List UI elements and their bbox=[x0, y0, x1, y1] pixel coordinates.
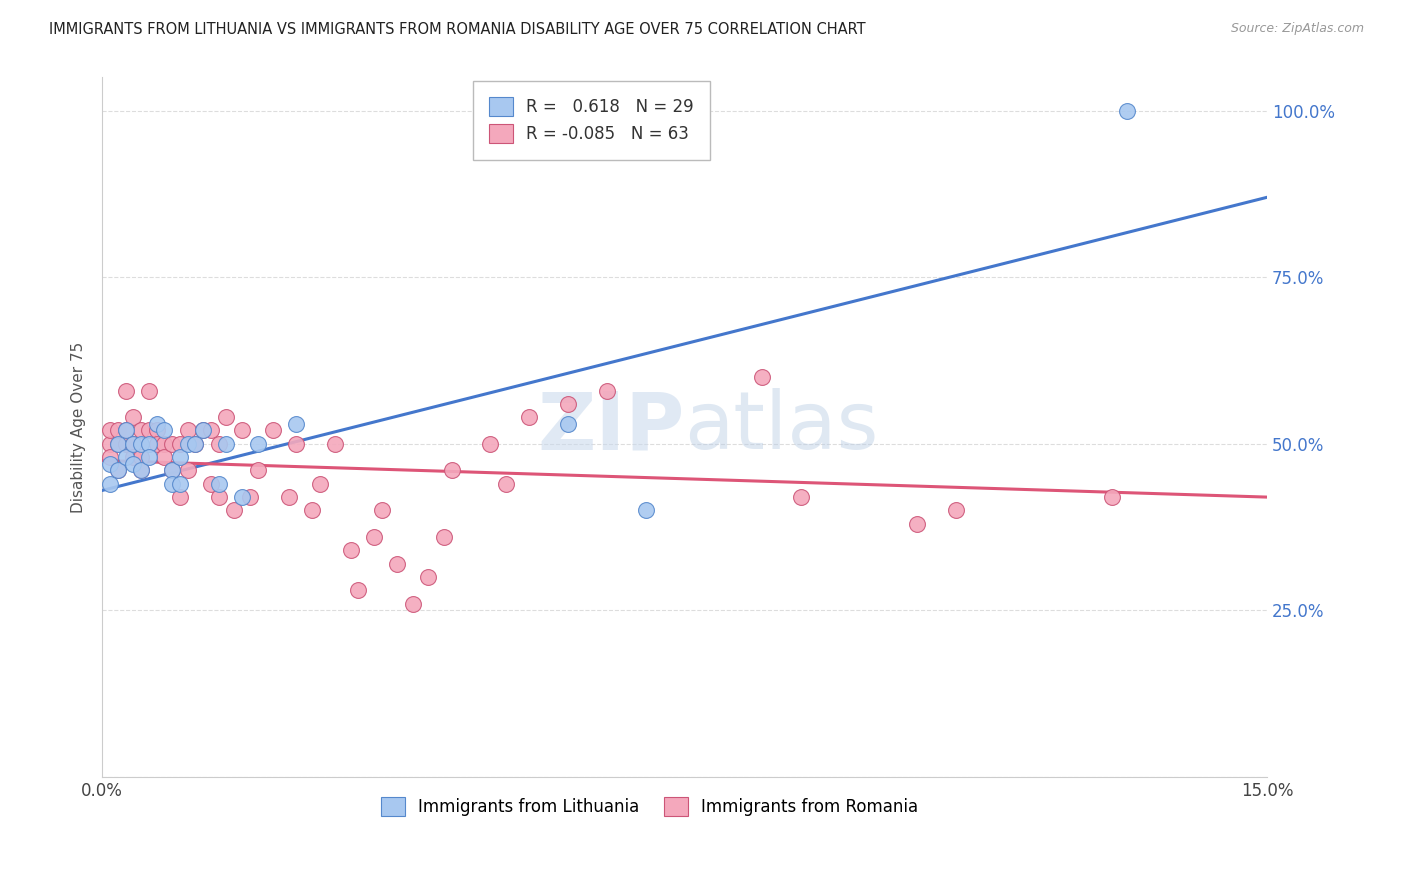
Point bbox=[246, 437, 269, 451]
Point bbox=[122, 437, 145, 451]
Point bbox=[114, 437, 136, 451]
Point bbox=[440, 463, 463, 477]
Point bbox=[387, 557, 409, 571]
Point bbox=[208, 476, 231, 491]
Point bbox=[160, 463, 183, 477]
Text: atlas: atlas bbox=[685, 388, 879, 467]
Point bbox=[239, 490, 262, 504]
Point bbox=[169, 490, 191, 504]
Point bbox=[557, 417, 579, 431]
Point bbox=[129, 450, 152, 464]
Point bbox=[98, 476, 121, 491]
Point bbox=[208, 490, 231, 504]
Y-axis label: Disability Age Over 75: Disability Age Over 75 bbox=[72, 342, 86, 513]
Text: IMMIGRANTS FROM LITHUANIA VS IMMIGRANTS FROM ROMANIA DISABILITY AGE OVER 75 CORR: IMMIGRANTS FROM LITHUANIA VS IMMIGRANTS … bbox=[49, 22, 866, 37]
Point bbox=[347, 583, 370, 598]
Text: ZIP: ZIP bbox=[537, 388, 685, 467]
Point bbox=[98, 450, 121, 464]
Point bbox=[371, 503, 394, 517]
Point bbox=[184, 437, 207, 451]
Point bbox=[308, 476, 330, 491]
Point bbox=[122, 410, 145, 425]
Point bbox=[224, 503, 246, 517]
Point bbox=[160, 463, 183, 477]
Point bbox=[285, 437, 308, 451]
Point bbox=[596, 384, 619, 398]
Point bbox=[114, 424, 136, 438]
Point bbox=[153, 437, 176, 451]
Point bbox=[231, 424, 253, 438]
Point bbox=[160, 476, 183, 491]
Point bbox=[790, 490, 813, 504]
Point bbox=[129, 437, 152, 451]
Point bbox=[231, 490, 253, 504]
Point bbox=[114, 384, 136, 398]
Point bbox=[402, 597, 425, 611]
Point bbox=[169, 437, 191, 451]
Point bbox=[191, 424, 214, 438]
Point bbox=[184, 437, 207, 451]
Point bbox=[107, 437, 129, 451]
Point bbox=[208, 437, 231, 451]
Point bbox=[339, 543, 361, 558]
Point bbox=[107, 463, 129, 477]
Point bbox=[1101, 490, 1123, 504]
Point bbox=[98, 437, 121, 451]
Point bbox=[246, 463, 269, 477]
Point bbox=[129, 463, 152, 477]
Point bbox=[215, 437, 238, 451]
Point bbox=[114, 424, 136, 438]
Point bbox=[751, 370, 773, 384]
Point bbox=[98, 457, 121, 471]
Point bbox=[945, 503, 967, 517]
Legend: Immigrants from Lithuania, Immigrants from Romania: Immigrants from Lithuania, Immigrants fr… bbox=[373, 789, 927, 824]
Point bbox=[1116, 103, 1139, 118]
Point bbox=[301, 503, 323, 517]
Point bbox=[138, 437, 160, 451]
Point bbox=[145, 417, 167, 431]
Text: Source: ZipAtlas.com: Source: ZipAtlas.com bbox=[1230, 22, 1364, 36]
Point bbox=[98, 424, 121, 438]
Point bbox=[138, 384, 160, 398]
Point bbox=[200, 476, 222, 491]
Point bbox=[122, 457, 145, 471]
Point bbox=[323, 437, 346, 451]
Point bbox=[129, 424, 152, 438]
Point bbox=[145, 424, 167, 438]
Point bbox=[285, 417, 308, 431]
Point bbox=[215, 410, 238, 425]
Point bbox=[122, 437, 145, 451]
Point bbox=[129, 463, 152, 477]
Point bbox=[138, 450, 160, 464]
Point bbox=[433, 530, 456, 544]
Point bbox=[557, 397, 579, 411]
Point bbox=[107, 463, 129, 477]
Point bbox=[634, 503, 657, 517]
Point bbox=[107, 424, 129, 438]
Point bbox=[169, 476, 191, 491]
Point bbox=[169, 450, 191, 464]
Point bbox=[277, 490, 299, 504]
Point bbox=[153, 450, 176, 464]
Point bbox=[160, 437, 183, 451]
Point bbox=[176, 463, 198, 477]
Point bbox=[176, 424, 198, 438]
Point bbox=[495, 476, 517, 491]
Point bbox=[122, 450, 145, 464]
Point bbox=[138, 424, 160, 438]
Point bbox=[153, 424, 176, 438]
Point bbox=[907, 516, 929, 531]
Point bbox=[191, 424, 214, 438]
Point bbox=[479, 437, 502, 451]
Point bbox=[145, 437, 167, 451]
Point bbox=[107, 437, 129, 451]
Point bbox=[418, 570, 440, 584]
Point bbox=[114, 450, 136, 464]
Point bbox=[262, 424, 284, 438]
Point bbox=[176, 437, 198, 451]
Point bbox=[517, 410, 540, 425]
Point bbox=[363, 530, 385, 544]
Point bbox=[200, 424, 222, 438]
